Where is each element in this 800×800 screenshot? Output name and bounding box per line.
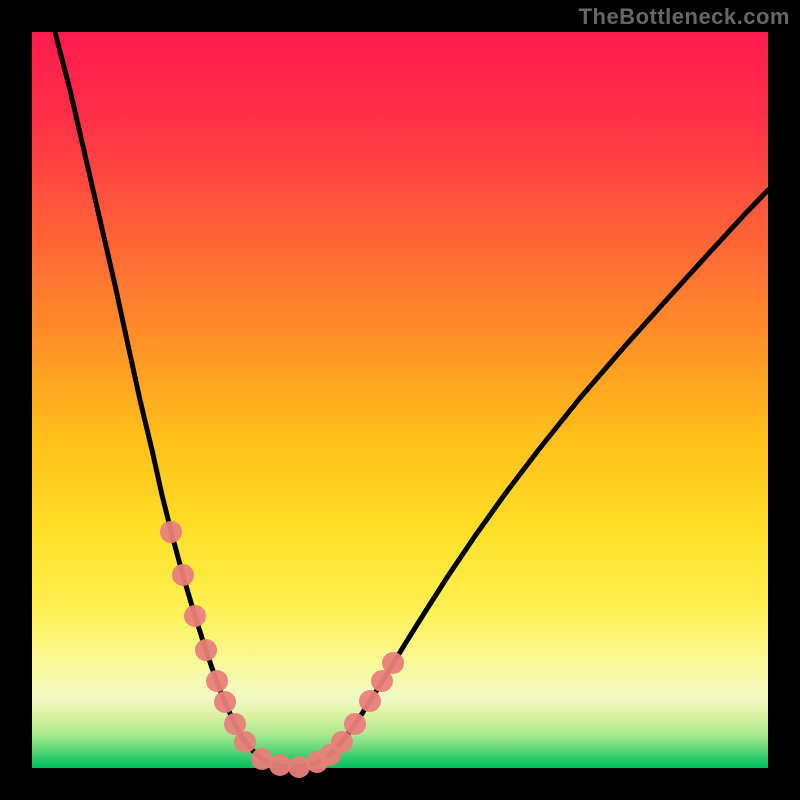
data-marker [359, 690, 381, 712]
data-marker [160, 521, 182, 543]
bottleneck-chart-svg [0, 0, 800, 800]
data-marker [382, 652, 404, 674]
data-marker [214, 691, 236, 713]
data-marker [269, 754, 291, 776]
data-marker [206, 670, 228, 692]
data-marker [195, 639, 217, 661]
data-marker [234, 731, 256, 753]
data-marker [184, 605, 206, 627]
data-marker [344, 713, 366, 735]
data-marker [331, 731, 353, 753]
data-marker [172, 564, 194, 586]
watermark-text: TheBottleneck.com [579, 4, 790, 30]
chart-canvas: TheBottleneck.com [0, 0, 800, 800]
